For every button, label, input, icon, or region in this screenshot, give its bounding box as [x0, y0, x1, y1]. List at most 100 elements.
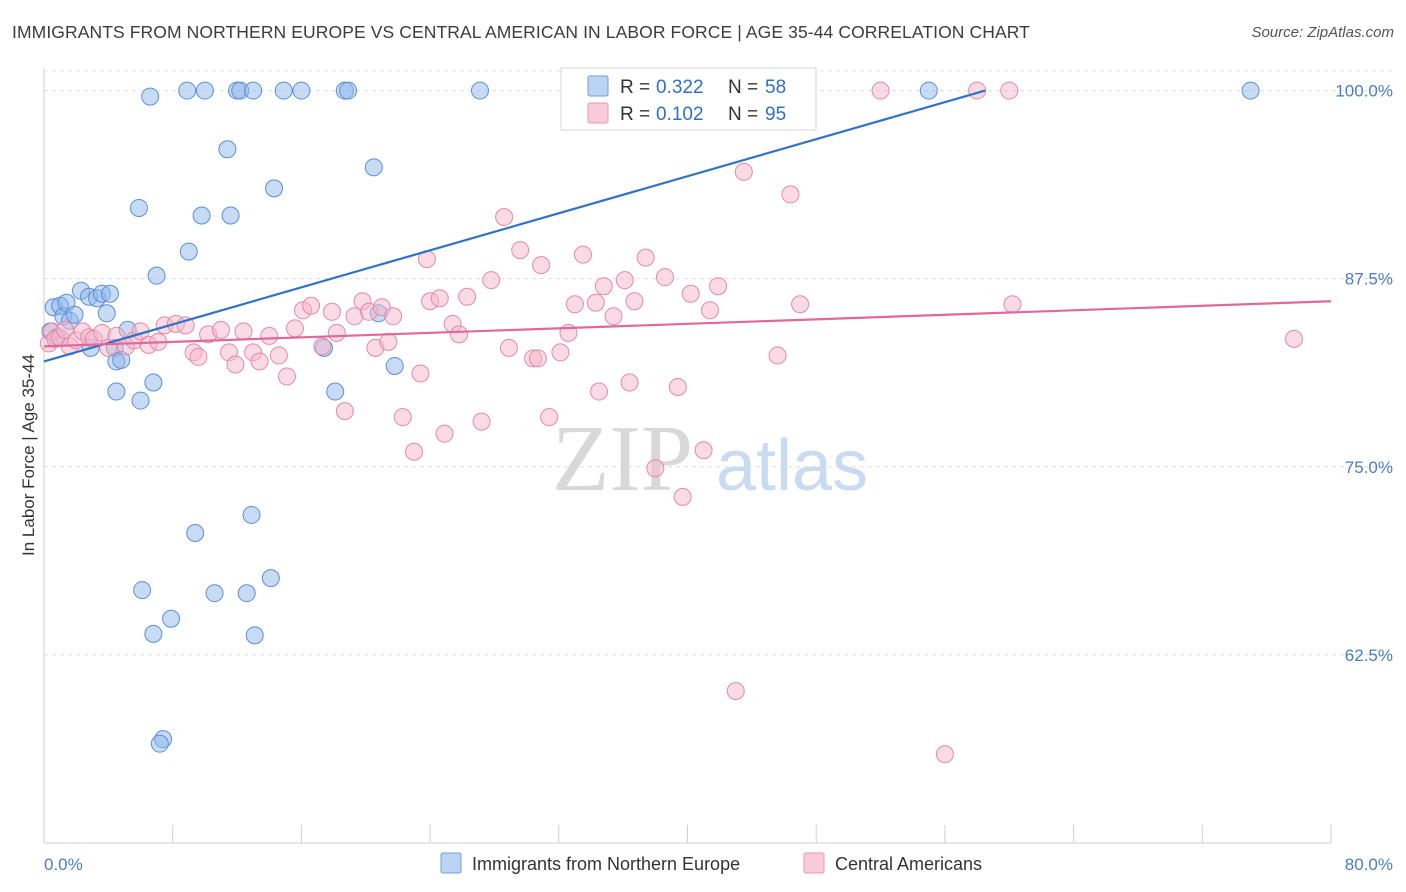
- point-0-40: [364, 158, 383, 177]
- y-tick-label-3: 100.0%: [1335, 82, 1393, 101]
- point-1-35: [302, 296, 321, 315]
- point-1-94: [1000, 81, 1019, 100]
- point-1-91: [871, 81, 890, 100]
- point-0-23: [147, 266, 166, 285]
- y-tick-label-0: 62.5%: [1345, 646, 1393, 665]
- bottom-legend-swatch-central-americans: [803, 852, 825, 874]
- y-tick-label-1: 75.0%: [1345, 458, 1393, 477]
- point-1-55: [450, 325, 469, 344]
- point-1-65: [540, 408, 559, 427]
- point-0-22: [141, 87, 160, 106]
- x-tick-label-1: 80.0%: [1345, 855, 1393, 874]
- point-0-44: [919, 81, 938, 100]
- point-1-30: [260, 326, 279, 345]
- point-0-37: [326, 382, 345, 401]
- y-axis-label: In Labor Force | Age 35-44: [19, 354, 38, 556]
- point-0-18: [97, 304, 116, 323]
- point-1-68: [565, 295, 584, 314]
- point-1-73: [604, 307, 623, 326]
- point-1-38: [327, 323, 346, 342]
- legend-r-label-1: R =: [620, 77, 650, 98]
- bottom-legend: Immigrants from Northern Europe Central …: [440, 852, 982, 874]
- point-1-31: [269, 346, 288, 365]
- point-0-24: [179, 242, 198, 261]
- point-1-77: [636, 248, 655, 267]
- point-1-63: [528, 349, 547, 368]
- legend-n-label-2: N =: [728, 104, 758, 125]
- y-tick-label-2: 87.5%: [1345, 270, 1393, 289]
- point-1-52: [430, 289, 449, 308]
- watermark-atlas: atlas: [716, 426, 868, 506]
- point-0-53: [162, 609, 181, 628]
- point-1-29: [250, 352, 269, 371]
- y-tick-labels: 62.5% 75.0% 87.5% 100.0%: [1335, 82, 1393, 665]
- point-0-49: [245, 626, 264, 645]
- legend-r-label-2: R =: [620, 104, 650, 125]
- point-1-27: [234, 322, 253, 341]
- source-label: Source: ZipAtlas.com: [1251, 24, 1394, 41]
- legend-r-value-central-americans: 0.102: [656, 104, 704, 125]
- point-1-66: [551, 343, 570, 362]
- point-1-56: [458, 287, 477, 306]
- point-0-43: [470, 81, 489, 100]
- point-1-81: [673, 487, 692, 506]
- bottom-legend-label-northern-europe: Immigrants from Northern Europe: [472, 854, 740, 874]
- point-0-50: [242, 505, 261, 524]
- point-1-64: [532, 256, 551, 275]
- point-1-37: [322, 302, 341, 321]
- point-0-27: [192, 206, 211, 225]
- point-1-70: [586, 293, 605, 312]
- point-0-48: [237, 584, 256, 603]
- legend-n-value-central-americans: 95: [765, 104, 786, 125]
- point-0-20: [131, 391, 150, 410]
- point-1-36: [313, 337, 332, 356]
- point-1-76: [625, 292, 644, 311]
- point-1-4: [55, 320, 74, 339]
- point-1-88: [768, 346, 787, 365]
- point-0-12: [100, 284, 119, 303]
- point-0-46: [129, 198, 148, 217]
- x-tick-labels: 0.0% 80.0%: [44, 855, 1393, 874]
- point-1-80: [668, 378, 687, 397]
- point-1-61: [511, 241, 530, 260]
- point-1-83: [694, 441, 713, 460]
- point-1-74: [615, 271, 634, 290]
- point-1-92: [935, 745, 954, 764]
- point-1-96: [1284, 329, 1303, 348]
- point-0-21: [144, 373, 163, 392]
- bottom-legend-label-central-americans: Central Americans: [835, 854, 982, 874]
- x-tick-label-0: 0.0%: [44, 855, 83, 874]
- point-0-35: [292, 81, 311, 100]
- point-1-47: [393, 408, 412, 427]
- legend-swatch-northern-europe: [587, 75, 609, 97]
- point-0-45: [1241, 81, 1260, 100]
- point-1-69: [573, 245, 592, 264]
- point-0-7: [65, 305, 84, 324]
- point-1-72: [594, 277, 613, 296]
- point-0-52: [133, 581, 152, 600]
- point-1-59: [495, 207, 514, 226]
- point-1-39: [335, 402, 354, 421]
- point-0-56: [150, 734, 169, 753]
- point-1-10: [92, 323, 111, 342]
- bottom-legend-swatch-northern-europe: [440, 852, 462, 874]
- point-0-33: [265, 179, 284, 198]
- point-1-26: [226, 355, 245, 374]
- point-0-57: [205, 584, 224, 603]
- point-1-22: [189, 347, 208, 366]
- point-1-95: [1003, 295, 1022, 314]
- point-1-53: [435, 424, 454, 443]
- point-0-19: [107, 382, 126, 401]
- chart-title: IMMIGRANTS FROM NORTHERN EUROPE VS CENTR…: [12, 22, 1030, 42]
- point-0-47: [186, 524, 205, 542]
- point-1-71: [590, 382, 609, 401]
- point-0-25: [178, 81, 197, 100]
- point-1-86: [726, 682, 745, 701]
- point-1-32: [277, 367, 296, 386]
- point-0-54: [144, 624, 163, 643]
- point-1-75: [620, 373, 639, 392]
- point-1-87: [734, 162, 753, 181]
- trend-line-0: [43, 89, 986, 363]
- point-0-26: [195, 81, 214, 100]
